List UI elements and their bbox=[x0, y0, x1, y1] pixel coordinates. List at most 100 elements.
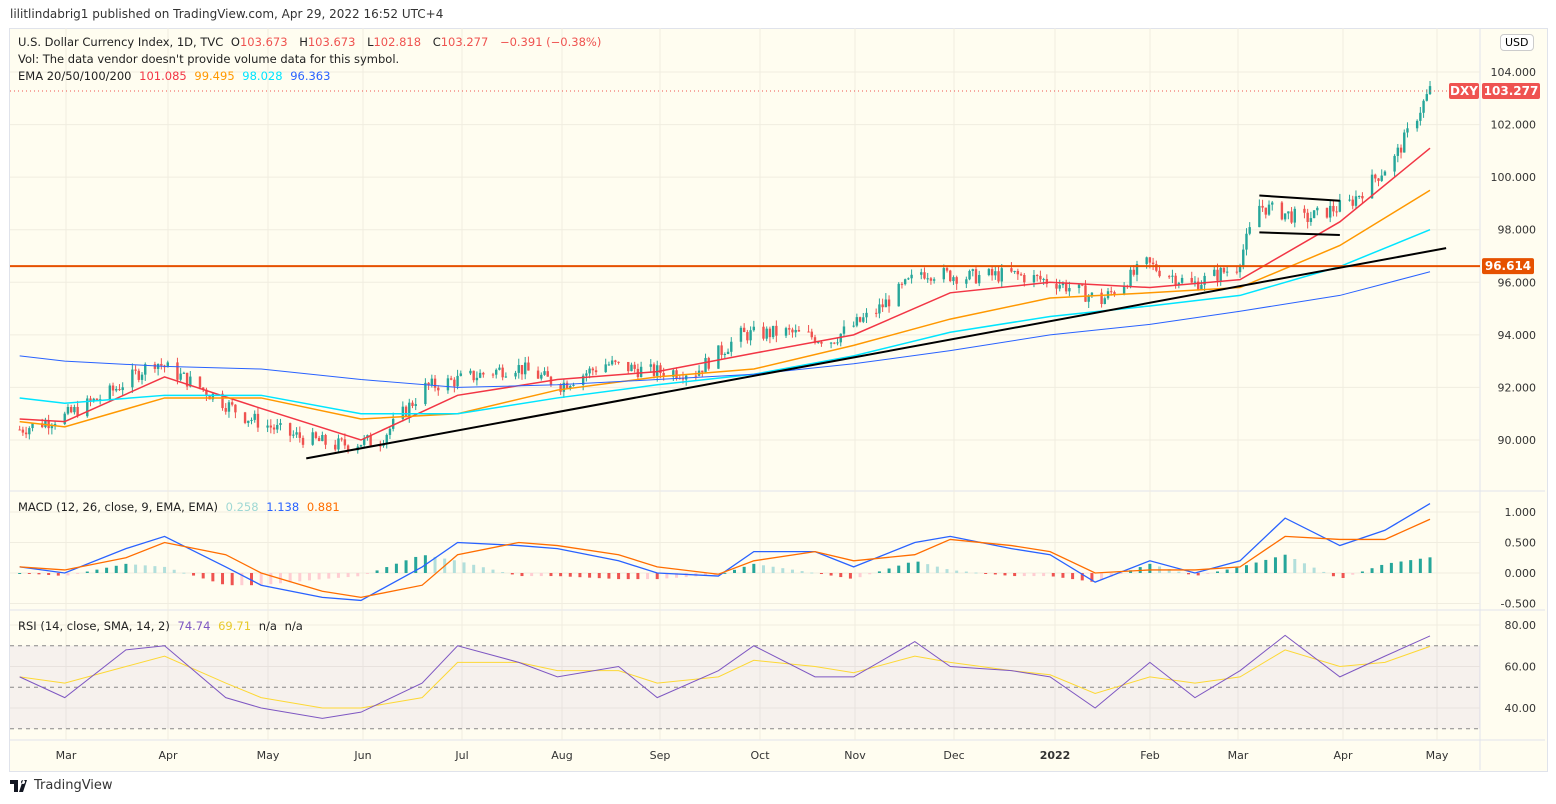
macd-histogram-bar bbox=[85, 571, 89, 573]
macd-histogram-bar bbox=[839, 573, 843, 578]
macd-histogram-bar bbox=[66, 573, 70, 576]
candle-body bbox=[1019, 274, 1023, 276]
rsi-line bbox=[19, 634, 1431, 719]
candle-body bbox=[89, 398, 92, 402]
candle-body bbox=[1287, 211, 1290, 214]
candle-body bbox=[717, 345, 720, 369]
candle-body bbox=[1351, 199, 1354, 206]
rsi-ma-line bbox=[19, 645, 1431, 709]
x-tick-label: May bbox=[1426, 749, 1449, 762]
candle-body bbox=[797, 329, 801, 332]
macd-histogram-bar bbox=[250, 573, 253, 586]
ema-line-200 bbox=[19, 271, 1431, 388]
macd-histogram-bar bbox=[848, 573, 852, 579]
macd-histogram-bar bbox=[578, 573, 582, 578]
macd-histogram-bar bbox=[1360, 571, 1364, 573]
macd-histogram-bar bbox=[1302, 563, 1306, 573]
macd-histogram-bar bbox=[597, 573, 601, 579]
candle-body bbox=[1264, 207, 1267, 215]
candle-body bbox=[1077, 284, 1081, 289]
macd-histogram-bar bbox=[114, 565, 118, 573]
candle-body bbox=[1419, 112, 1422, 121]
candle-body bbox=[707, 357, 710, 369]
volume-note: Vol: The data vendor doesn't provide vol… bbox=[18, 52, 400, 66]
candle-body bbox=[701, 370, 704, 373]
candle-body bbox=[746, 332, 749, 341]
candle-body bbox=[974, 269, 978, 284]
macd-histogram-bar bbox=[47, 573, 51, 575]
ema200-value: 96.363 bbox=[290, 69, 331, 83]
candle-body bbox=[581, 375, 585, 385]
candle-body bbox=[1064, 282, 1068, 292]
candle-body bbox=[1151, 262, 1155, 265]
candle-body bbox=[202, 387, 205, 390]
macd-histogram-bar bbox=[1312, 567, 1316, 573]
macd-histogram-bar bbox=[462, 562, 466, 573]
macd-histogram-bar bbox=[1244, 565, 1248, 573]
macd-histogram-bar bbox=[1389, 562, 1393, 573]
ema-line-100 bbox=[19, 229, 1431, 415]
macd-histogram-bar bbox=[1370, 568, 1374, 573]
x-tick-label: Mar bbox=[56, 749, 77, 762]
candle-body bbox=[862, 317, 865, 322]
macd-histogram-bar bbox=[617, 573, 621, 580]
candle-body bbox=[1016, 270, 1020, 275]
macd-histogram-bar bbox=[675, 573, 679, 578]
publish-info: lilitlindabrig1 published on TradingView… bbox=[10, 7, 444, 21]
candle-body bbox=[926, 278, 929, 280]
flag-upper-line bbox=[1259, 194, 1340, 202]
candle-body bbox=[1129, 269, 1132, 288]
ema-line-50 bbox=[19, 189, 1431, 428]
candle-body bbox=[633, 364, 636, 369]
candle-body bbox=[498, 367, 501, 370]
tradingview-logo-icon bbox=[10, 779, 27, 792]
rsi-y-tick-label: 40.00 bbox=[1505, 702, 1537, 715]
currency-button[interactable]: USD bbox=[1500, 34, 1534, 51]
candle-body bbox=[1348, 199, 1351, 201]
candle-body bbox=[1248, 227, 1251, 234]
macd-histogram-bar bbox=[510, 573, 514, 575]
close-label: C bbox=[432, 35, 441, 49]
candle-body bbox=[865, 312, 868, 318]
candle-body bbox=[1171, 275, 1174, 277]
candle-body bbox=[1200, 284, 1203, 290]
macd-histogram-bar bbox=[288, 573, 292, 583]
candle-body bbox=[272, 427, 276, 430]
macd-histogram-bar bbox=[829, 573, 833, 576]
macd-histogram-bar bbox=[1409, 560, 1413, 573]
candle-body bbox=[791, 329, 794, 333]
chart-frame[interactable] bbox=[9, 28, 1548, 772]
macd-histogram-bar bbox=[27, 573, 31, 574]
candle-body bbox=[108, 385, 112, 400]
price-y-tick-label: 100.000 bbox=[1491, 171, 1537, 184]
candle-body bbox=[185, 372, 189, 387]
candle-body bbox=[21, 429, 25, 433]
macd-histogram-bar bbox=[926, 564, 930, 573]
candle-body bbox=[1374, 174, 1377, 179]
candle-body bbox=[292, 434, 295, 436]
candle-body bbox=[491, 374, 495, 376]
candle-body bbox=[414, 404, 417, 406]
candle-body bbox=[134, 369, 137, 371]
candle-body bbox=[1222, 267, 1226, 273]
x-tick-label: Sep bbox=[650, 749, 671, 762]
candle-body bbox=[24, 432, 28, 435]
candle-body bbox=[990, 269, 994, 276]
macd-histogram-bar bbox=[771, 566, 775, 573]
candle-body bbox=[343, 439, 347, 446]
macd-y-tick-label: 1.000 bbox=[1505, 506, 1537, 519]
price-y-tick-label: 92.000 bbox=[1498, 381, 1537, 394]
tradingview-logo[interactable]: TradingView bbox=[10, 778, 113, 793]
candle-body bbox=[1219, 267, 1222, 281]
candle-body bbox=[1309, 218, 1313, 222]
candle-body bbox=[311, 432, 314, 445]
macd-histogram-bar bbox=[307, 573, 311, 581]
macd-histogram-bar bbox=[56, 573, 60, 576]
candle-body bbox=[1380, 175, 1383, 181]
candle-body bbox=[1213, 269, 1216, 276]
candle-body bbox=[1332, 205, 1335, 212]
macd-histogram-bar bbox=[1264, 559, 1268, 573]
candle-body bbox=[949, 270, 952, 282]
candle-body bbox=[887, 299, 891, 307]
